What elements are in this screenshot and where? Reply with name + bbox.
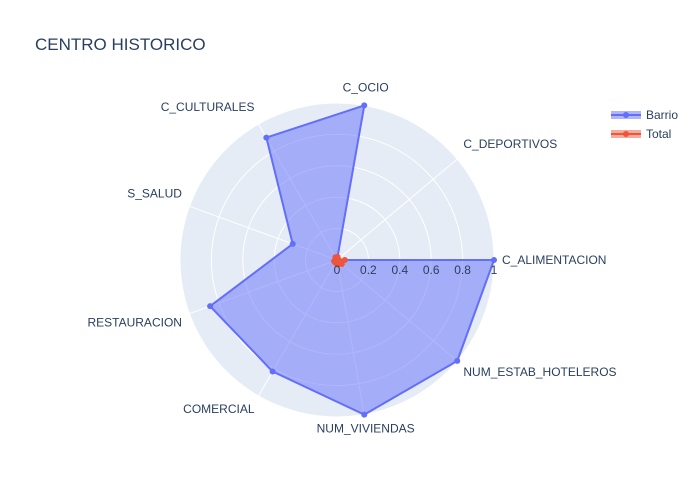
legend-marker	[623, 131, 629, 137]
category-label: COMERCIAL	[183, 402, 255, 416]
legend-marker	[623, 112, 629, 118]
category-label: NUM_VIVIENDAS	[317, 421, 415, 435]
series-total-point	[338, 261, 345, 268]
category-labels: C_ALIMENTACION C_DEPORTIVOS C_OCIO C_CULTUR…	[87, 81, 616, 436]
category-label: C_CULTURALES	[161, 100, 255, 114]
radial-tick-label: 0	[334, 263, 341, 277]
series-barrio-point	[361, 102, 368, 109]
radial-ticks: 0 0.2 0.4 0.6 0.8 1	[334, 263, 498, 277]
radial-tick-label: 0.2	[360, 263, 377, 277]
legend-item-total[interactable]: Total	[611, 127, 671, 141]
category-label: C_DEPORTIVOS	[463, 137, 557, 151]
series-barrio-point	[361, 411, 368, 418]
legend-label: Total	[646, 127, 671, 141]
radial-tick-label: 0.4	[391, 263, 408, 277]
series-barrio-area	[209, 104, 495, 416]
radial-tick-label: 0.8	[454, 263, 471, 277]
series-barrio-point	[207, 303, 214, 310]
chart-title: CENTRO HISTORICO	[35, 35, 206, 54]
series-barrio-point	[454, 357, 461, 364]
series-barrio-point	[289, 240, 296, 247]
category-label: RESTAURACION	[87, 315, 181, 329]
series-layer	[207, 102, 497, 418]
legend-item-barrio[interactable]: Barrio	[611, 108, 678, 122]
series-barrio-point	[263, 134, 270, 141]
series-barrio-point	[269, 368, 276, 375]
series-barrio-point	[491, 257, 497, 263]
category-label: S_SALUD	[127, 187, 182, 201]
category-label: C_ALIMENTACION	[502, 253, 606, 267]
legend-label: Barrio	[646, 108, 678, 122]
grid-spoke	[336, 158, 458, 261]
category-label: NUM_ESTAB_HOTELEROS	[463, 365, 616, 379]
legend[interactable]: Barrio Total	[611, 108, 678, 141]
radial-tick-label: 1	[491, 263, 498, 277]
category-label: C_OCIO	[343, 81, 389, 95]
radial-tick-label: 0.6	[423, 263, 440, 277]
